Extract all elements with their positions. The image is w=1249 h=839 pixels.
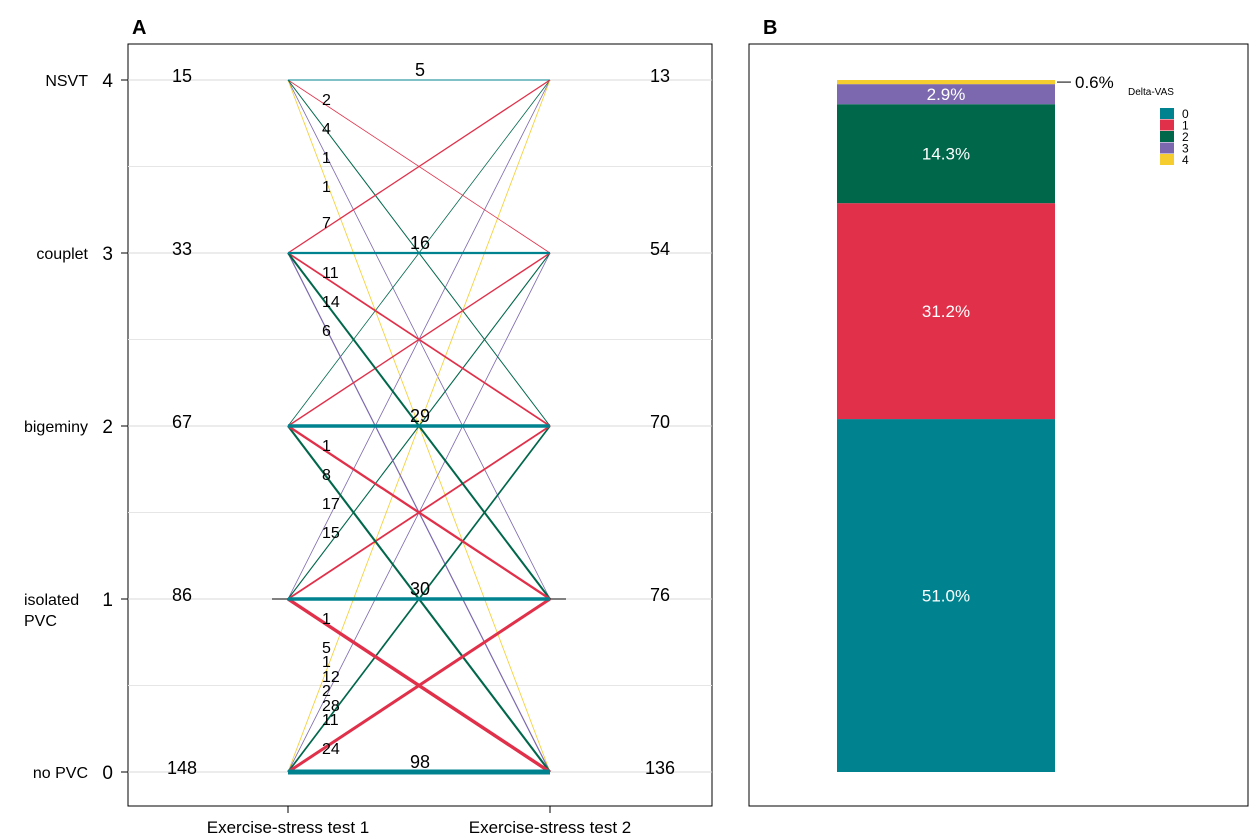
transition-label: 15: [322, 525, 340, 542]
panel-a-y-axis: 0 no PVC 1 isolated PVC 2 bigeminy 3 couplet 4 NSV…: [24, 71, 128, 784]
legend-swatch: [1160, 119, 1174, 131]
panel-a-frame: [127, 43, 713, 807]
transition-link: [287, 252, 551, 427]
legend-label: 1: [1182, 119, 1189, 133]
transition-label: 1: [322, 611, 331, 628]
transition-label: 7: [322, 215, 331, 232]
transition-label: 29: [410, 406, 430, 426]
total-test2: 136: [645, 758, 675, 778]
transition-label: 11: [322, 712, 339, 729]
legend-swatch: [1160, 131, 1174, 142]
transition-label: 5: [322, 640, 331, 657]
panel-b-frame: [748, 43, 1249, 807]
y-level-label: isolated PVC: [24, 592, 79, 630]
transition-label: 14: [322, 294, 340, 311]
transition-label: 1: [322, 179, 331, 196]
legend-swatch: [1160, 108, 1174, 119]
total-test1: 15: [172, 66, 192, 86]
total-test1: 67: [172, 412, 192, 432]
transition-label: 1: [322, 654, 331, 671]
panel-a-parallel-sets: 0 no PVC 1 isolated PVC 2 bigeminy 3 couplet 4 NSV…: [24, 43, 713, 837]
transition-label: 16: [410, 233, 430, 253]
total-test1: 86: [172, 585, 192, 605]
total-test2: 54: [650, 239, 670, 259]
transition-label: 11: [322, 265, 339, 282]
transition-label: 30: [410, 579, 430, 599]
legend-label: 3: [1182, 142, 1189, 156]
transition-link: [287, 425, 551, 600]
total-test1: 33: [172, 239, 192, 259]
transition-label: 6: [322, 323, 331, 340]
x-tick-label: Exercise-stress test 2: [469, 818, 632, 837]
stacked-segment: [837, 104, 1055, 204]
transition-label: 98: [410, 752, 430, 772]
segment-label: 51.0%: [922, 587, 970, 606]
legend-label: 0: [1182, 107, 1189, 121]
transition-label: 4: [322, 121, 331, 138]
transition-label: 24: [322, 741, 340, 758]
y-tick-label: 1: [102, 590, 113, 611]
transition-label: 2: [322, 92, 331, 109]
legend-label: 2: [1182, 130, 1189, 144]
segment-label: 31.2%: [922, 302, 970, 321]
stacked-segment: [837, 203, 1055, 420]
legend-title: Delta-VAS: [1128, 87, 1174, 98]
y-level-label: couplet: [36, 246, 88, 263]
segment-label: 14.3%: [922, 145, 970, 164]
transition-link: [287, 79, 551, 254]
panel-a-transition-links: [287, 79, 551, 775]
transition-label: 2: [322, 683, 331, 700]
legend-label: 4: [1182, 153, 1189, 167]
transition-label: 12: [322, 669, 340, 686]
transition-label: 5: [415, 60, 425, 80]
transition-label: 8: [322, 467, 331, 484]
total-test2: 13: [650, 66, 670, 86]
stacked-segment: [837, 419, 1055, 772]
panel-b-letter: B: [763, 17, 777, 39]
legend-swatch: [1160, 142, 1174, 154]
y-tick-label: 2: [102, 417, 113, 438]
stacked-segment: [837, 84, 1055, 105]
panel-a-letter: A: [132, 17, 146, 39]
legend-swatch: [1160, 154, 1174, 165]
panel-a-x-axis: Exercise-stress test 1 Exercise-stress te…: [207, 806, 632, 837]
total-test1: 148: [167, 758, 197, 778]
segment-label: 0.6%: [1075, 73, 1114, 92]
panel-b-segments: 51.0% 31.2% 14.3% 2.9% 0.6%: [837, 73, 1114, 772]
transition-link: [287, 597, 551, 774]
total-test2: 70: [650, 412, 670, 432]
stacked-segment: [837, 80, 1055, 85]
transition-label: 17: [322, 496, 340, 513]
y-level-label: no PVC: [33, 765, 88, 782]
x-tick-label: Exercise-stress test 1: [207, 818, 370, 837]
y-tick-label: 3: [102, 244, 113, 265]
segment-label: 2.9%: [927, 85, 966, 104]
transition-label: 28: [322, 698, 340, 715]
transition-label: 1: [322, 438, 331, 455]
y-tick-label: 0: [102, 763, 113, 784]
y-level-label: bigeminy: [24, 419, 88, 436]
total-test2: 76: [650, 585, 670, 605]
transition-label: 1: [322, 150, 331, 167]
y-tick-label: 4: [102, 71, 113, 92]
y-level-label: NSVT: [45, 73, 88, 90]
